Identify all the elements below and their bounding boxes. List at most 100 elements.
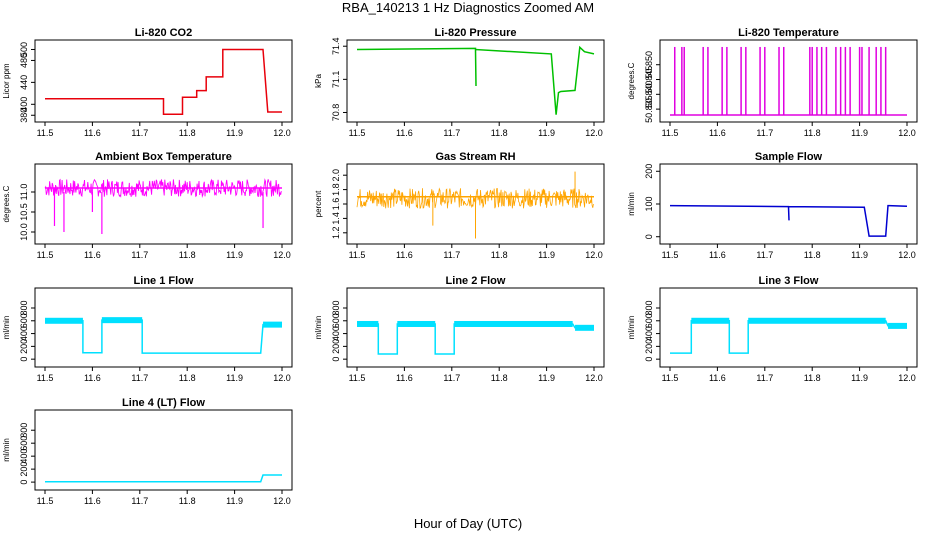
x-tick-label: 11.7 [756, 373, 773, 383]
chart-panel: Line 2 Flow ml/min 11.5 11.6 11.7 11.8 11.9 12.… [314, 275, 605, 383]
x-tick-label: 11.9 [851, 250, 868, 260]
y-tick-label: 10.0 [19, 223, 29, 241]
plot-frame [34, 163, 293, 245]
x-tick-label: 11.9 [538, 373, 555, 383]
y-tick-label: 200 [331, 339, 341, 354]
x-tick-label: 11.9 [226, 373, 243, 383]
y-tick-label: 2.0 [331, 169, 341, 182]
x-tick-label: 11.7 [131, 496, 148, 506]
y-tick-label: 100 [644, 196, 654, 211]
plot-frame [346, 287, 605, 368]
x-tick-label: 11.8 [179, 250, 196, 260]
series-line [45, 48, 282, 115]
x-tick-label: 11.7 [443, 250, 460, 260]
y-tick-label: 1.6 [331, 198, 341, 211]
series-band [691, 317, 730, 324]
chart-panel: Ambient Box Temperature degrees.C 11.5 11.6… [2, 151, 293, 260]
chart-panel: Gas Stream RH percent 11.5 11.6 11.7 11.8 11.9… [314, 151, 605, 260]
panel-title: Line 3 Flow [759, 275, 819, 287]
series-band [263, 321, 282, 328]
y-tick-label: 1.2 [331, 227, 341, 240]
x-tick-label: 11.7 [443, 128, 460, 138]
x-tick-label: 11.6 [396, 128, 413, 138]
series-line [670, 320, 907, 354]
x-tick-label: 11.5 [349, 250, 366, 260]
chart-panel: Li-820 CO2 Licor ppm 11.5 11.6 11.7 11.8 11.9 1… [2, 27, 293, 138]
series-noise [44, 178, 282, 198]
y-tick-label: 71.4 [331, 37, 341, 55]
x-tick-label: 12.0 [585, 128, 603, 138]
x-tick-label: 11.6 [709, 128, 726, 138]
plot-frame [346, 39, 605, 123]
x-tick-label: 11.5 [37, 373, 54, 383]
x-tick-label: 12.0 [898, 128, 916, 138]
y-tick-label: 480 [19, 53, 29, 68]
figure-title: RBA_140213 1 Hz Diagnostics Zoomed AM [341, 0, 595, 15]
y-tick-label: 400 [644, 326, 654, 341]
y-tick-label: 50.835 [644, 95, 654, 123]
plot-frame [34, 287, 293, 368]
x-tick-label: 11.5 [662, 250, 679, 260]
y-tick-label: 50.845 [644, 66, 654, 94]
x-tick-label: 11.9 [226, 128, 243, 138]
y-tick-label: 600 [19, 313, 29, 328]
x-tick-label: 12.0 [273, 496, 291, 506]
x-tick-label: 11.5 [37, 496, 54, 506]
x-tick-label: 11.5 [349, 373, 366, 383]
series-line [45, 319, 282, 354]
x-tick-label: 11.5 [662, 373, 679, 383]
x-tick-label: 12.0 [585, 373, 603, 383]
plot-frame [659, 39, 918, 123]
panel-title: Line 1 Flow [134, 275, 194, 287]
series-line [669, 204, 908, 237]
chart-panel: Sample Flow ml/min 11.5 11.6 11.7 11.8 11.9 12.… [627, 151, 918, 260]
x-tick-label: 11.5 [37, 250, 54, 260]
x-tick-label: 11.9 [538, 128, 555, 138]
y-tick-label: 500 [19, 42, 29, 57]
x-tick-label: 11.8 [804, 373, 821, 383]
y-tick-label: 0 [644, 234, 654, 239]
x-tick-label: 11.6 [396, 373, 413, 383]
plot-frame [34, 409, 293, 491]
x-tick-label: 11.7 [756, 250, 773, 260]
panel-title: Sample Flow [755, 151, 823, 163]
series-band [454, 320, 573, 327]
y-tick-label: 400 [19, 326, 29, 341]
panel-title: Gas Stream RH [435, 151, 515, 163]
y-tick-label: 0 [19, 357, 29, 362]
chart-panel: Li-820 Temperature degrees.C 11.5 11.6 11.7 1… [627, 27, 918, 138]
y-tick-label: 600 [644, 313, 654, 328]
series-band [397, 320, 436, 327]
y-tick-label: 380 [19, 108, 29, 123]
series-band [101, 317, 143, 324]
x-tick-label: 12.0 [273, 373, 291, 383]
y-axis-label: ml/min [2, 438, 11, 462]
y-tick-label: 0 [19, 480, 29, 485]
x-tick-label: 11.7 [131, 373, 148, 383]
x-tick-label: 11.7 [443, 373, 460, 383]
series-band [575, 324, 594, 331]
y-axis-label: kPa [314, 74, 323, 88]
x-tick-label: 11.9 [226, 250, 243, 260]
y-axis-label: degrees.C [627, 62, 636, 99]
x-tick-label: 11.8 [804, 250, 821, 260]
y-tick-label: 70.8 [331, 104, 341, 122]
y-axis-label: degrees.C [2, 185, 11, 222]
plot-frame [34, 39, 293, 123]
y-axis-label: ml/min [314, 316, 323, 340]
y-axis-label: ml/min [627, 192, 636, 216]
series-band [45, 317, 83, 324]
x-tick-label: 11.6 [709, 250, 726, 260]
y-tick-label: 50.850 [644, 51, 654, 79]
x-tick-label: 11.6 [84, 373, 101, 383]
x-tick-label: 12.0 [273, 250, 291, 260]
y-tick-label: 200 [19, 462, 29, 477]
chart-panel: Li-820 Pressure kPa 11.5 11.6 11.7 11.8 11.9 12… [314, 27, 605, 138]
x-tick-label: 11.7 [131, 128, 148, 138]
x-tick-label: 11.8 [491, 373, 508, 383]
x-tick-label: 11.7 [756, 128, 773, 138]
chart-panel: Line 1 Flow ml/min 11.5 11.6 11.7 11.8 11.9 12.… [2, 275, 293, 383]
x-tick-label: 12.0 [273, 128, 291, 138]
y-tick-label: 400 [331, 326, 341, 341]
